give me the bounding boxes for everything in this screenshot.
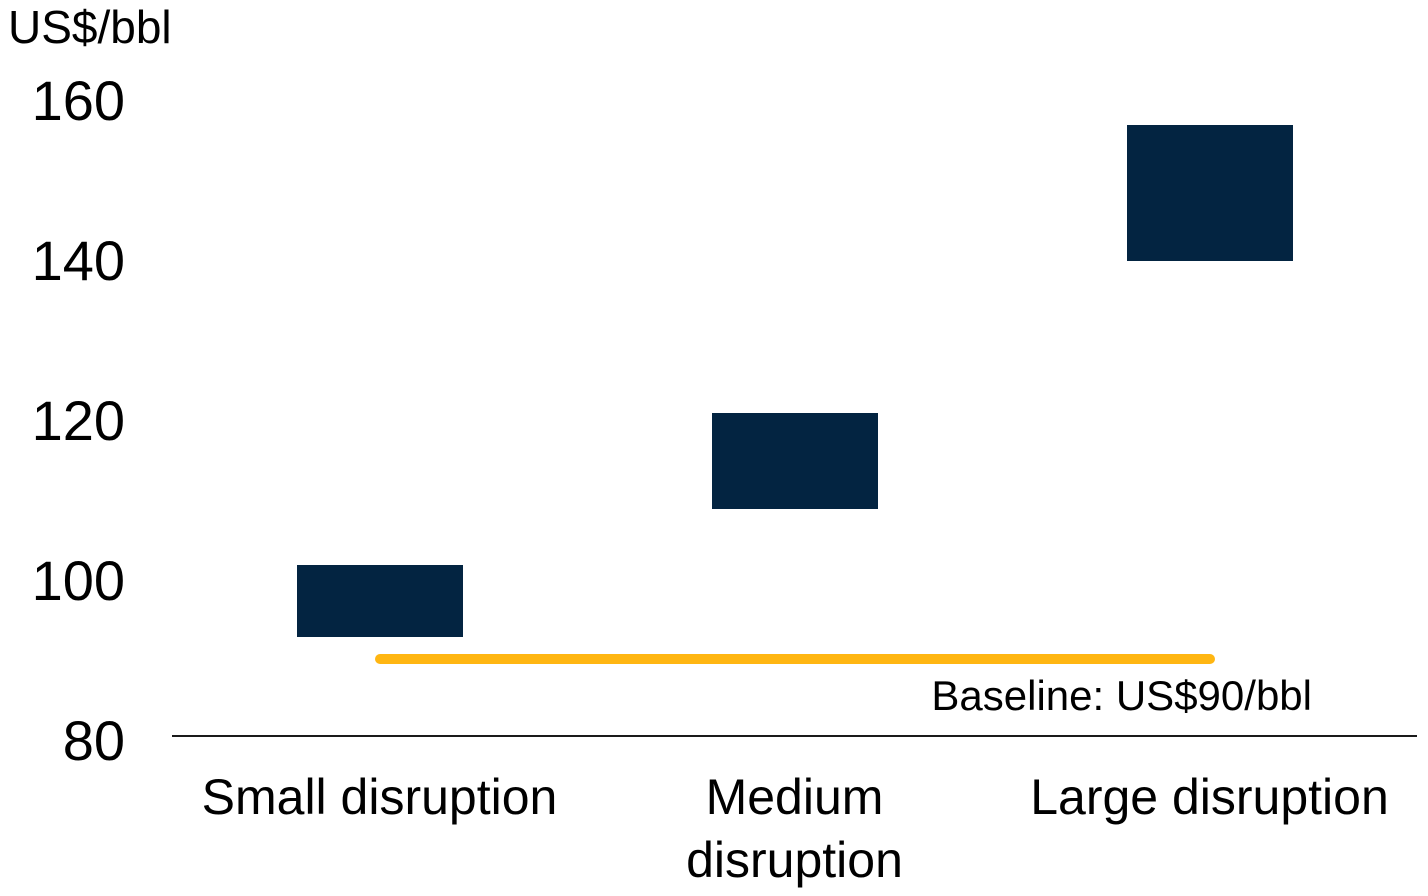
x-category-label: Medium disruption (587, 766, 1003, 892)
baseline-label: Baseline: US$90/bbl (931, 672, 1312, 719)
x-category-label-line: disruption (686, 832, 903, 888)
y-axis-unit-label: US$/bbl (8, 1, 172, 53)
range-bar (296, 565, 463, 637)
y-tick-label: 160 (31, 69, 125, 132)
range-bar (1126, 125, 1293, 261)
x-category-label: Large disruption (1002, 766, 1418, 829)
x-category-label-line: Small disruption (201, 769, 558, 825)
y-tick-label: 140 (31, 229, 125, 292)
y-tick-label: 80 (62, 709, 125, 772)
x-axis-line (172, 735, 1417, 737)
y-tick-label: 120 (31, 389, 125, 452)
range-bar (711, 413, 878, 509)
baseline-line (374, 654, 1215, 664)
x-category-label-line: Medium (705, 769, 884, 825)
x-category-label: Small disruption (172, 766, 588, 829)
x-category-label-line: Large disruption (1030, 769, 1389, 825)
y-tick-label: 100 (31, 549, 125, 612)
